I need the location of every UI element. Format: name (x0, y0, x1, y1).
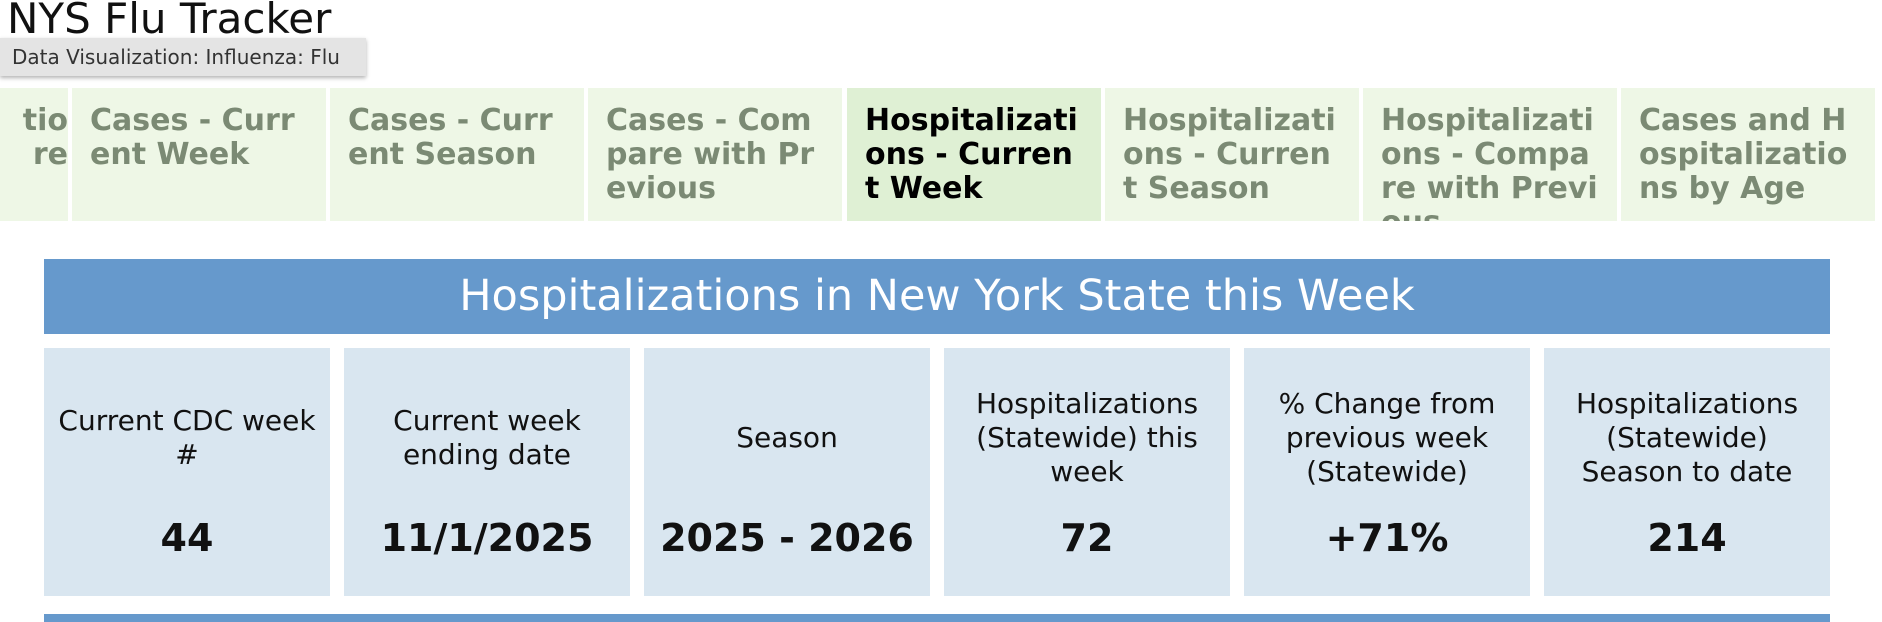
stat-label: % Change from previous week (Statewide) (1278, 387, 1496, 488)
stat-label: Season (736, 421, 838, 454)
stat-value: 11/1/2025 (380, 516, 594, 560)
banner: Hospitalizations in New York State this … (44, 259, 1830, 334)
stat-card: Hospitalizations (Statewide) Season to d… (1544, 348, 1830, 596)
tab[interactable]: Cases and Hospitalizations by Age (1621, 88, 1875, 221)
bottom-bar (44, 614, 1830, 622)
stat-label: Current week ending date (393, 404, 581, 471)
tooltip: Data Visualization: Influenza: Flu (0, 38, 366, 76)
stat-card: Current week ending date 11/1/2025 (344, 348, 630, 596)
tab[interactable]: Hospitalizations - Compare with Previous (1363, 88, 1617, 221)
stat-value: 44 (160, 516, 214, 560)
stat-label: Hospitalizations (Statewide) this week (975, 387, 1199, 488)
stat-value: 72 (1060, 516, 1114, 560)
page-title: NYS Flu Tracker (7, 0, 332, 43)
tab[interactable]: Hospitalizations - Current Season (1105, 88, 1359, 221)
stat-label: Current CDC week # (58, 404, 316, 471)
tab[interactable]: Cases - Compare with Previous (588, 88, 842, 221)
stat-value: 214 (1647, 516, 1727, 560)
stat-value: +71% (1325, 516, 1449, 560)
stat-card: Season 2025 - 2026 (644, 348, 930, 596)
tab[interactable]: Cases - Current Week (72, 88, 326, 221)
stat-card: Hospitalizations (Statewide) this week 72 (944, 348, 1230, 596)
stat-value: 2025 - 2026 (660, 516, 914, 560)
stat-card: Current CDC week # 44 (44, 348, 330, 596)
stat-label: Hospitalizations (Statewide) Season to d… (1575, 387, 1799, 488)
tab[interactable]: Hospitalizations - Current Week (847, 88, 1101, 221)
tab-bar: tio re Cases - Current Week Cases - Curren… (0, 88, 1882, 221)
tab[interactable]: Cases - Current Season (330, 88, 584, 221)
stat-card: % Change from previous week (Statewide) +… (1244, 348, 1530, 596)
tab[interactable]: tio re (0, 88, 68, 221)
